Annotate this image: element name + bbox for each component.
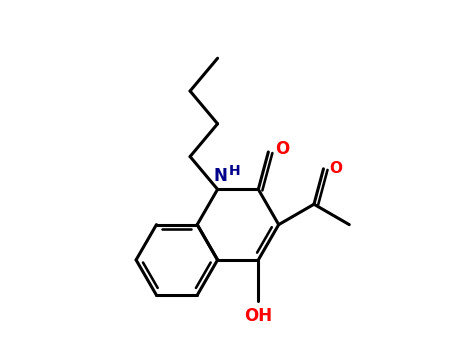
Text: OH: OH (244, 307, 273, 325)
Text: H: H (229, 164, 241, 178)
Text: O: O (275, 140, 289, 158)
Text: O: O (330, 161, 343, 176)
Text: N: N (213, 167, 227, 185)
